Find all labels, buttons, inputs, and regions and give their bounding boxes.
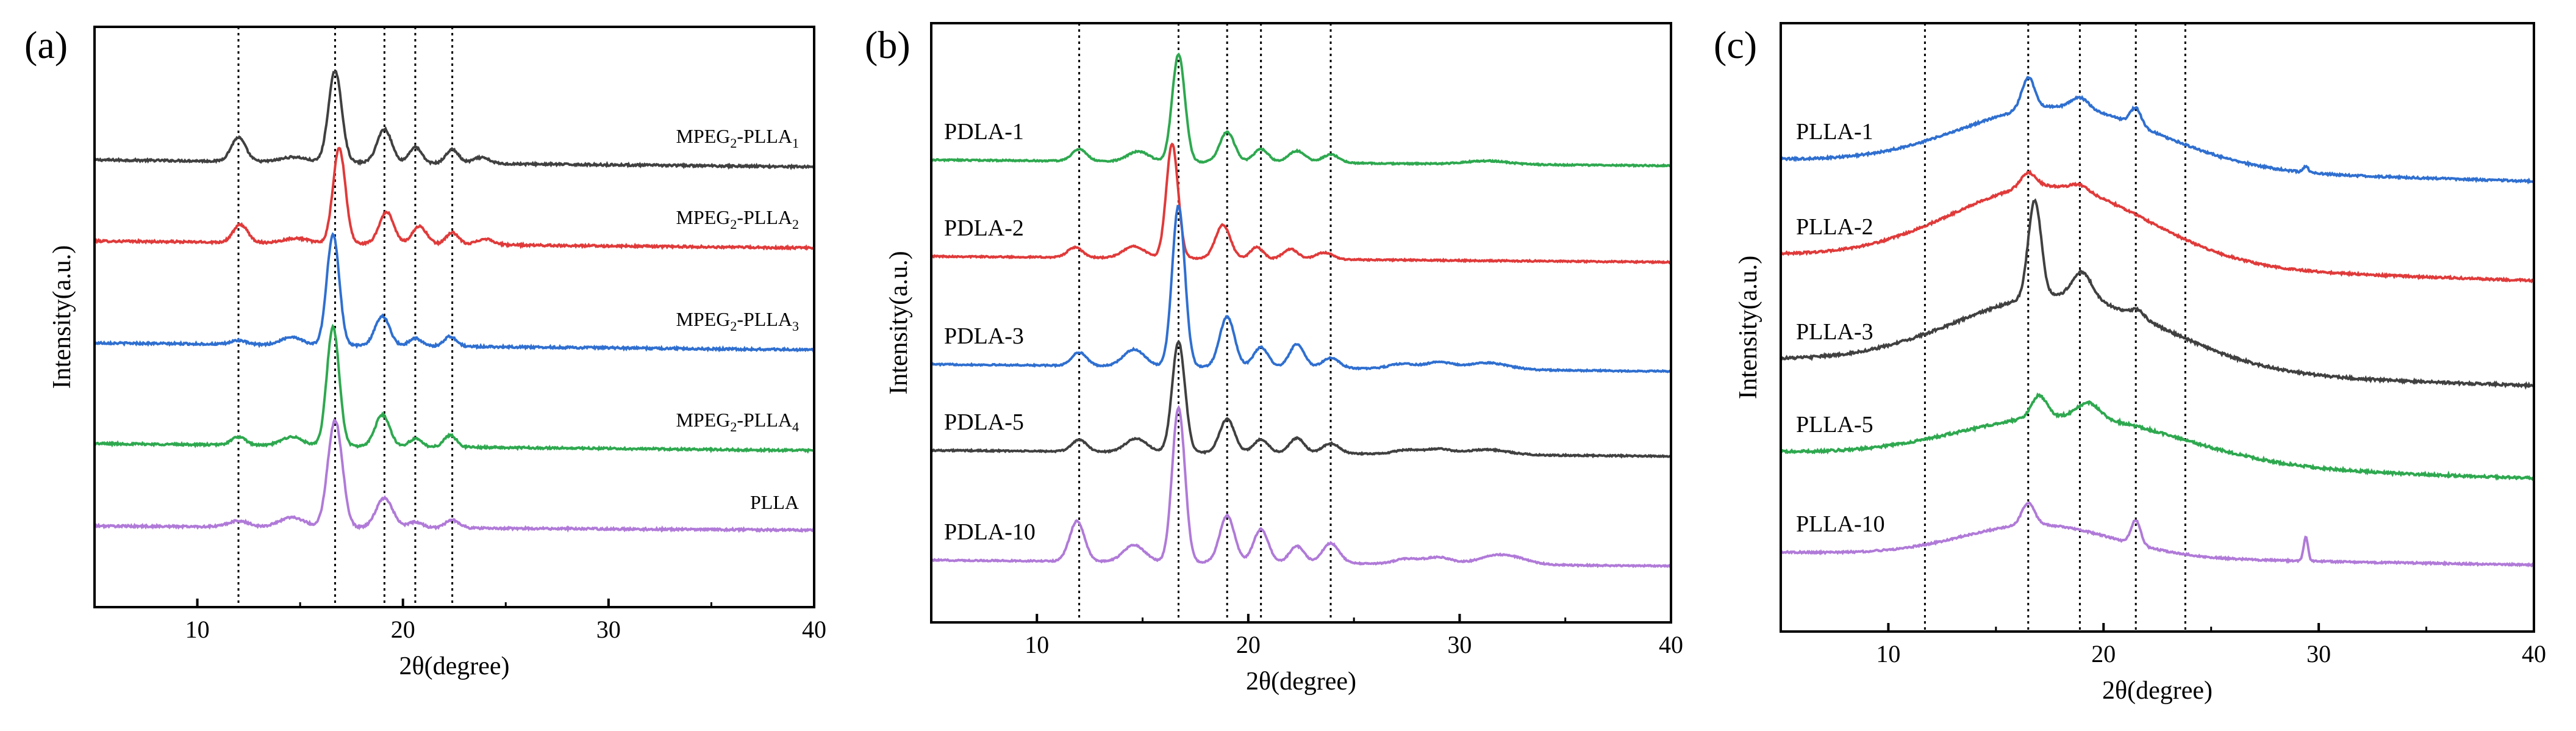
plot-frame	[1780, 22, 2535, 633]
x-tick-label: 30	[596, 616, 621, 643]
series-label: PDLA-10	[944, 519, 1036, 545]
panel-c: (c) PLLA-1 PLLA-2 PLLA-3 PLLA-5 PLLA-10 10 20 30…	[1714, 22, 2546, 705]
x-tick-label: 40	[802, 616, 826, 643]
series-label: PDLA-3	[944, 323, 1024, 349]
series-label: PLLA-5	[1796, 412, 1873, 438]
series-line-1	[93, 70, 815, 170]
series-label: MPEG2-PLLA2	[676, 206, 799, 232]
y-axis-label: Intensity(a.u.)	[1734, 256, 1762, 400]
series-label: MPEG2-PLLA1	[676, 125, 799, 151]
series-label: PLLA-1	[1796, 119, 1873, 145]
panel-a: (a) MPEG2-PLLA1 MPEG2-PLLA2 MPEG2-PLLA3 MPEG…	[24, 23, 826, 680]
series-label: MPEG2-PLLA3	[676, 308, 799, 334]
series-label: PDLA-1	[944, 119, 1024, 145]
x-tick-label: 20	[2091, 640, 2116, 668]
series-line-3	[930, 204, 1672, 374]
series-label: PLLA	[750, 491, 799, 513]
plot-frame	[930, 22, 1672, 624]
plot-frame	[93, 26, 815, 608]
series-line-5	[1780, 501, 2535, 568]
series-label: PLLA-10	[1796, 511, 1885, 537]
series-line-2	[93, 146, 815, 251]
series-label: PLLA-3	[1796, 319, 1873, 345]
x-axis-label: 2θ(degree)	[2102, 677, 2213, 705]
panel-label: (a)	[24, 23, 68, 67]
series-line-4	[1780, 392, 2535, 481]
series-line-4	[93, 323, 815, 454]
panel-label: (c)	[1714, 23, 1757, 67]
series-line-5	[93, 418, 815, 533]
series-line-5	[931, 405, 1672, 569]
series-line-1	[930, 52, 1672, 168]
series-label: MPEG2-PLLA4	[676, 409, 799, 434]
series-line-1	[1780, 76, 2535, 185]
x-tick-label: 10	[1025, 631, 1049, 658]
x-tick-label: 40	[1659, 631, 1683, 658]
x-tick-label: 20	[1236, 631, 1261, 658]
x-tick-label: 30	[2306, 640, 2331, 668]
panel-label: (b)	[865, 23, 911, 67]
series-label: PDLA-2	[944, 215, 1024, 241]
y-axis-label: Intensity(a.u.)	[48, 245, 76, 389]
x-tick-label: 10	[1876, 640, 1900, 668]
series-line-4	[930, 339, 1672, 459]
x-axis-label: 2θ(degree)	[399, 652, 509, 680]
x-tick-label: 20	[391, 616, 415, 643]
series-label: PLLA-2	[1796, 214, 1873, 240]
y-axis-label: Intensity(a.u.)	[885, 251, 913, 395]
panel-b: (b) PDLA-1 PDLA-2 PDLA-3 PDLA-5 PDLA-10 10 20 30…	[865, 22, 1683, 696]
series-line-3	[1780, 198, 2535, 390]
series-line-2	[1780, 169, 2535, 284]
series-line-3	[94, 232, 815, 354]
x-tick-label: 10	[185, 616, 210, 643]
x-tick-label: 40	[2522, 640, 2546, 668]
series-label: PDLA-5	[944, 409, 1024, 435]
x-tick-label: 30	[1447, 631, 1472, 658]
series-line-2	[931, 142, 1672, 265]
x-axis-label: 2θ(degree)	[1246, 668, 1356, 696]
